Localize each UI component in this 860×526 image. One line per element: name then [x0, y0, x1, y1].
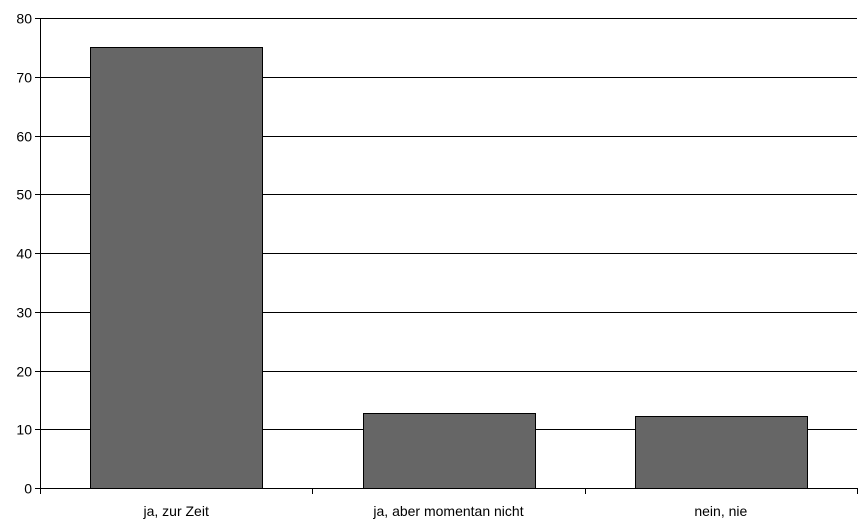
axes	[40, 18, 857, 489]
y-tick-label: 10	[16, 422, 32, 438]
x-tick-label: ja, aber momentan nicht	[372, 503, 523, 519]
x-axis-ticks: ja, zur Zeit ja, aber momentan nicht nein,…	[40, 488, 858, 519]
y-tick-label: 80	[16, 11, 32, 27]
y-tick-label: 20	[16, 364, 32, 380]
x-tick-label: ja, zur Zeit	[142, 503, 208, 519]
y-tick-label: 40	[16, 246, 32, 262]
bar	[363, 413, 536, 489]
y-tick-label: 50	[16, 187, 32, 203]
y-tick-label: 60	[16, 129, 32, 145]
bar	[90, 47, 263, 489]
y-tick-label: 30	[16, 305, 32, 321]
bar	[635, 416, 808, 489]
y-axis-ticks: 0 10 20 30 40 50 60 70 80	[16, 11, 40, 497]
x-tick-label: nein, nie	[694, 503, 747, 519]
y-tick-label: 0	[24, 481, 32, 497]
bars	[90, 47, 808, 489]
y-tick-label: 70	[16, 70, 32, 86]
